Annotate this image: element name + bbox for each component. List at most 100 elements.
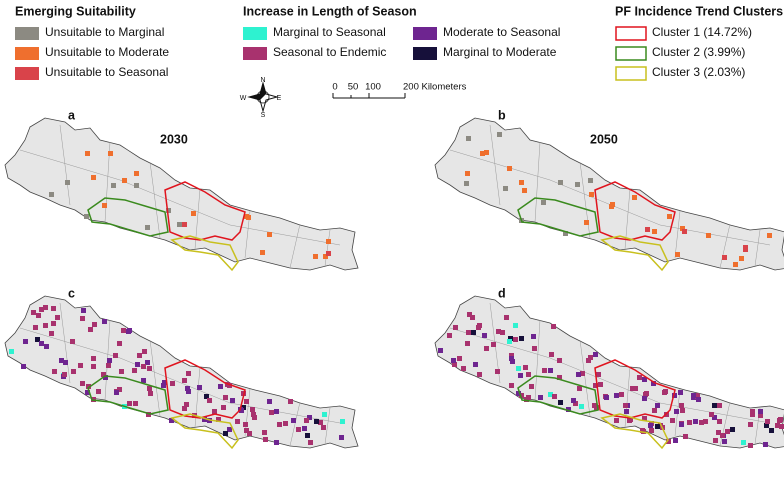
suitability-cell [438,348,443,353]
suitability-cell [633,386,638,391]
district-line [229,402,341,424]
suitability-cell [121,328,126,333]
legend-title: Emerging Suitability [15,4,136,18]
compass-letter: E [277,95,282,102]
suitability-cell [70,339,75,344]
suitability-cell [614,418,619,423]
district-line [59,124,71,206]
suitability-cell [137,353,142,358]
suitability-cell [71,369,76,374]
compass [247,81,279,113]
cluster-outline [87,375,169,415]
suitability-cell [9,349,14,354]
suitability-cell [758,409,763,414]
suitability-cell [579,404,584,409]
suitability-cell [769,428,774,433]
suitability-cell [323,254,328,259]
district-line [579,161,591,239]
suitability-cell [117,387,122,392]
suitability-cell [103,375,108,380]
suitability-cell [778,417,783,422]
suitability-cell [467,312,472,317]
suitability-cell [739,256,744,261]
suitability-cell [269,410,274,415]
district-line [674,210,681,259]
suitability-cell [651,381,656,386]
compass-letter: S [261,112,266,119]
legend-swatch [243,27,267,40]
scale-bar [332,93,406,99]
suitability-cell [65,180,70,185]
cluster-outline [517,197,599,237]
suitability-cell [765,419,770,424]
suitability-cell [447,333,452,338]
suitability-cell [480,151,485,156]
suitability-cell [632,195,637,200]
legend-label: Cluster 3 (2.03%) [652,65,745,79]
suitability-cell [713,438,718,443]
suitability-cell [39,341,44,346]
suitability-cell [573,401,578,406]
suitability-cell [673,438,678,443]
suitability-cell [538,395,543,400]
suitability-cell [548,368,553,373]
suitability-cell [691,393,696,398]
legend-label: Moderate to Seasonal [443,25,560,39]
suitability-cell [680,408,685,413]
scale-label: 0 [332,82,337,93]
suitability-cell [296,427,301,432]
district-line [754,229,761,267]
suitability-cell [102,203,107,208]
suitability-cell [674,409,679,414]
suitability-cell [134,183,139,188]
suitability-cell [244,428,249,433]
suitability-cell [465,171,470,176]
suitability-cell [510,359,515,364]
suitability-cell [166,208,171,213]
suitability-cell [593,352,598,357]
suitability-cell [484,150,489,155]
suitability-cell [558,400,563,405]
suitability-cell [291,418,296,423]
suitability-cell [584,220,589,225]
suitability-cell [609,204,614,209]
suitability-cell [108,151,113,156]
suitability-cell [470,315,475,320]
suitability-cell [182,378,187,383]
suitability-cell [580,371,585,376]
suitability-cell [504,315,509,320]
district-line [549,357,661,404]
suitability-cell [522,188,527,193]
suitability-cell [247,431,252,436]
suitability-cell [519,336,524,341]
suitability-cell [748,422,753,427]
suitability-cell [717,403,722,408]
suitability-cell [145,225,150,230]
legend-swatch [413,47,437,60]
district-line [324,229,331,267]
suitability-cell [627,418,632,423]
suitability-cell [679,403,684,408]
panel-letter: a [68,108,76,122]
suitability-cell [678,390,683,395]
suitability-cell [722,255,727,260]
compass-letter: W [240,95,247,102]
suitability-cell [699,420,704,425]
legend-swatch [615,26,647,41]
panel-letter: d [498,286,506,300]
suitability-cell [764,423,769,428]
suitability-cell [464,181,469,186]
suitability-cell [161,383,166,388]
suitability-cell [509,356,514,361]
suitability-cell [133,401,138,406]
suitability-cell [758,413,763,418]
suitability-cell [507,339,512,344]
suitability-cell [107,358,112,363]
suitability-cell [84,214,89,219]
suitability-cell [722,439,727,444]
district-line [324,407,331,445]
legend-swatch [15,47,39,60]
suitability-cell [516,366,521,371]
suitability-cell [267,399,272,404]
suitability-cell [596,372,601,377]
